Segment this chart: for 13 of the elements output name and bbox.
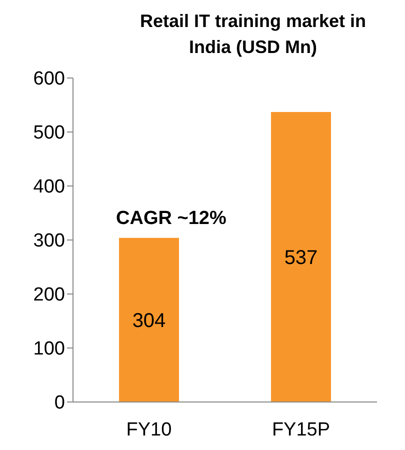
chart-title: Retail IT training market in India (USD Mn) — [138, 10, 368, 59]
data-label: 304 — [132, 310, 166, 332]
y-tick-label: 200 — [33, 284, 65, 306]
x-tick-label: FY10 — [126, 419, 172, 440]
y-tick-label: 600 — [33, 68, 65, 90]
y-tick-label: 400 — [33, 176, 65, 198]
y-tick-label: 300 — [33, 230, 65, 252]
y-tick-label: 500 — [33, 122, 65, 144]
annotation: CAGR ~12% — [116, 208, 226, 230]
data-label: 537 — [284, 247, 318, 270]
y-tick-label: 0 — [54, 392, 65, 414]
y-tick-label: 100 — [33, 338, 65, 360]
x-tick-label: FY15P — [272, 419, 330, 440]
